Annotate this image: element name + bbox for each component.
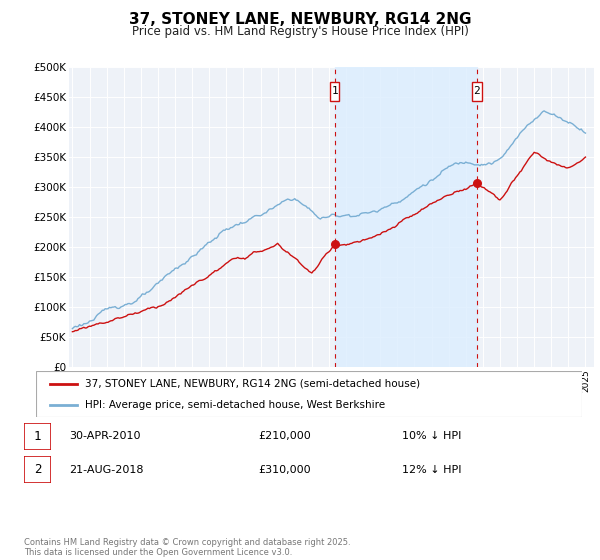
Bar (330, 82, 339, 101)
Bar (335, 67, 477, 367)
Point (472, 179, 482, 188)
Text: 10% ↓ HPI: 10% ↓ HPI (402, 431, 461, 441)
Text: 1: 1 (34, 430, 41, 443)
Text: 37, STONEY LANE, NEWBURY, RG14 2NG (semi-detached house): 37, STONEY LANE, NEWBURY, RG14 2NG (semi… (85, 379, 420, 389)
Point (330, 240, 340, 249)
Text: 1: 1 (331, 86, 338, 96)
Text: 37, STONEY LANE, NEWBURY, RG14 2NG: 37, STONEY LANE, NEWBURY, RG14 2NG (129, 12, 471, 27)
FancyBboxPatch shape (36, 371, 582, 417)
Bar (472, 82, 482, 101)
Text: £210,000: £210,000 (258, 431, 311, 441)
Text: £310,000: £310,000 (258, 465, 311, 475)
Text: Contains HM Land Registry data © Crown copyright and database right 2025.
This d: Contains HM Land Registry data © Crown c… (24, 538, 350, 557)
Text: 12% ↓ HPI: 12% ↓ HPI (402, 465, 461, 475)
Text: HPI: Average price, semi-detached house, West Berkshire: HPI: Average price, semi-detached house,… (85, 400, 385, 410)
Text: 30-APR-2010: 30-APR-2010 (69, 431, 140, 441)
Text: 21-AUG-2018: 21-AUG-2018 (69, 465, 143, 475)
Text: 2: 2 (473, 86, 480, 96)
Text: Price paid vs. HM Land Registry's House Price Index (HPI): Price paid vs. HM Land Registry's House … (131, 25, 469, 38)
Text: 2: 2 (34, 463, 41, 477)
